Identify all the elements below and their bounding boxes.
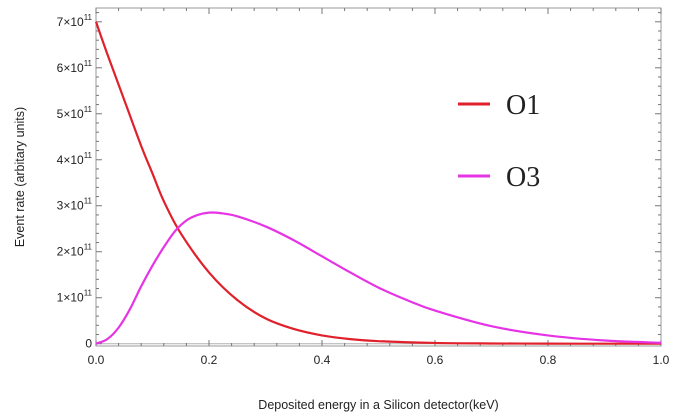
x-tick-label: 0.4 [314,353,331,367]
x-tick-label: 0.8 [540,353,557,367]
x-tick-label: 0.2 [201,353,218,367]
y-tick-label: 2×1011 [57,243,93,259]
y-tick-label: 0 [85,337,92,351]
y-tick-label: 5×1011 [57,105,93,121]
series-line-o3 [95,211,662,345]
y-axis-label: Event rate (arbitary units) [13,107,27,247]
x-tick-label: 0.0 [88,353,105,367]
legend-label-o3: O3 [506,162,540,193]
y-tick-label: 7×1011 [57,13,93,29]
y-tick-label: 3×1011 [57,197,93,213]
x-axis-label: Deposited energy in a Silicon detector(k… [258,398,498,412]
legend-label-o1: O1 [506,90,540,121]
x-tick-label: 0.6 [427,353,444,367]
x-tick-label: 1.0 [653,353,670,367]
series-line-o1 [94,21,662,345]
plot-frame [95,7,662,347]
y-tick-label: 1×1011 [57,289,93,305]
y-tick-label: 4×1011 [57,151,93,167]
y-tick-label: 6×1011 [57,59,93,75]
